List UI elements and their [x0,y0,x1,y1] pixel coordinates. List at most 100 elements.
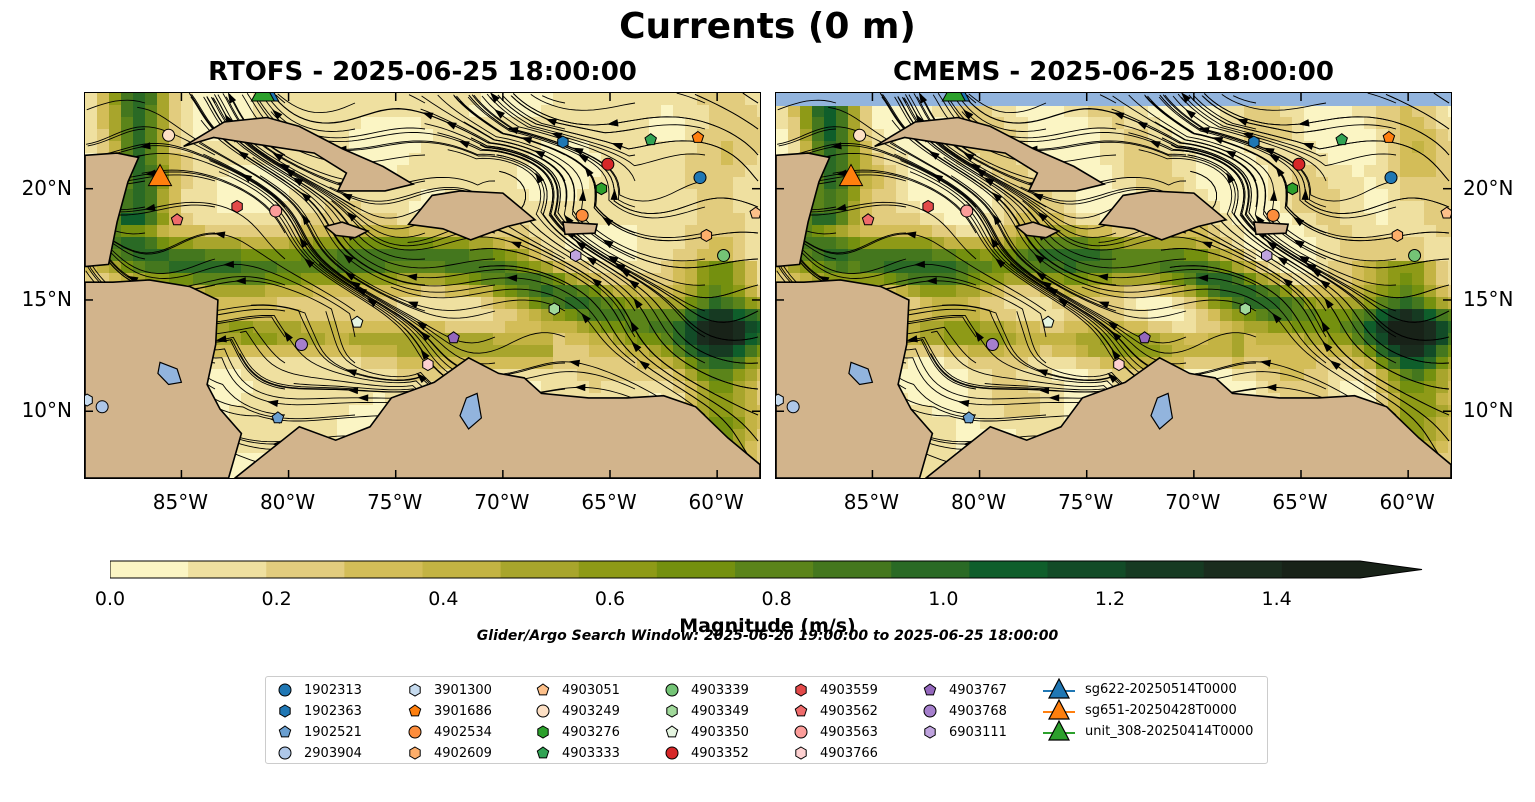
land-yucatan [85,152,140,268]
streamline-arrow [1038,387,1050,395]
circle-marker-icon [923,704,937,718]
streamline-arrow [1265,383,1277,392]
legend-label: 4903339 [691,682,749,698]
streamline-arrow [1293,239,1305,249]
streamline-arrow [301,213,311,226]
streamline [1233,95,1257,104]
lake-maracaibo [459,392,483,430]
legend-item: 4903563 [792,722,878,742]
legend-label: 4902534 [434,724,492,740]
legend-marker [408,704,422,717]
float-marker-4903767 [1138,331,1151,344]
streamline-arrow [506,274,518,282]
streamline [832,169,1117,364]
legend-label: 4903051 [562,682,620,698]
streamline-arrow [416,321,428,331]
streamline-arrow [1319,279,1331,289]
streamline [484,149,759,341]
streamline-arrow [535,172,545,184]
streamline [86,224,356,312]
colorbar-tick-label: 1.4 [1261,588,1292,610]
float-marker-4903339 [717,248,731,262]
float-marker-2903904 [95,400,109,414]
streamline-arrow [581,312,591,324]
streamline [777,224,1047,312]
streamline [542,95,566,104]
float-marker-4903562 [861,213,875,226]
streamline [742,93,759,104]
legend-marker [794,725,808,739]
streamline [1150,100,1450,242]
float-marker-6903111 [570,248,582,263]
streamline [1128,132,1397,338]
streamline [889,142,1187,319]
land-puerto-rico [561,221,599,236]
legend-item: 4903051 [534,680,620,700]
streamline [1221,94,1327,111]
legend-item: 1902521 [276,722,362,742]
streamline [87,236,356,364]
legend-marker [278,683,292,697]
cmems-map-canvas [776,93,1451,478]
colorbar-bin [1281,561,1361,578]
streamline [1115,123,1397,312]
streamline [777,99,837,111]
streamline-arrow [1322,341,1333,352]
legend-item: 3901300 [406,680,492,700]
pentagon-marker-icon [536,746,550,759]
streamline [420,108,706,286]
streamline-arrow [1329,360,1341,370]
land-jamaica [323,221,370,239]
streamline [510,95,706,134]
colorbar-bin [110,561,189,578]
streamline [390,286,706,416]
circle-marker-icon [665,683,679,697]
streamline [277,93,356,114]
pentagon-marker-icon [923,683,937,696]
streamline-arrow [1201,241,1213,249]
colorbar-bin [735,561,814,578]
pentagon-marker-icon [536,683,550,696]
legend-label: 6903111 [949,724,1007,740]
streamline-arrow [602,239,614,249]
circle-marker-icon [408,725,422,739]
streamline-arrow [1107,321,1119,331]
triangle-marker-icon [1043,719,1075,741]
pentagon-marker-icon [408,704,422,717]
streamline [1020,227,1327,364]
land-south-america [924,356,1451,478]
legend-label: unit_308-20250414T0000 [1085,723,1254,739]
float-marker-1902363 [1248,135,1260,149]
streamline [776,201,977,260]
streamline-arrow [545,118,558,126]
streamline-arrow [963,152,975,162]
legend-marker [923,683,937,696]
float-marker-6903111 [1261,248,1273,263]
legend-label: 4903766 [820,745,878,761]
streamline-arrow [914,260,926,268]
float-marker-4903276 [1286,182,1299,196]
hexagon-marker-icon [537,725,549,739]
streamline-arrow [926,277,937,285]
legend-marker [537,725,549,739]
axis-tick-label: 60°W [688,490,744,514]
streamline [1160,248,1450,442]
legend: 1902313 1902363 1902521 2903904 3901300 39016… [265,676,1268,764]
legend-marker [924,725,936,739]
streamline [459,100,759,242]
hexagon-marker-icon [409,746,421,760]
streamline [828,106,1117,312]
streamline-arrow [300,192,312,202]
streamline [478,265,759,468]
legend-label: 1902521 [304,724,362,740]
legend-marker [665,725,679,738]
legend-marker [279,704,291,718]
cmems-map-panel [775,92,1452,479]
legend-item: 4903333 [534,743,620,763]
lake-nicaragua [848,361,874,386]
legend-label: 4903350 [691,724,749,740]
legend-item: sg651-20250428T0000 [1043,698,1237,720]
legend-label: 4903333 [562,745,620,761]
streamline-arrow [1324,297,1334,309]
float-marker-4903352 [601,157,615,171]
